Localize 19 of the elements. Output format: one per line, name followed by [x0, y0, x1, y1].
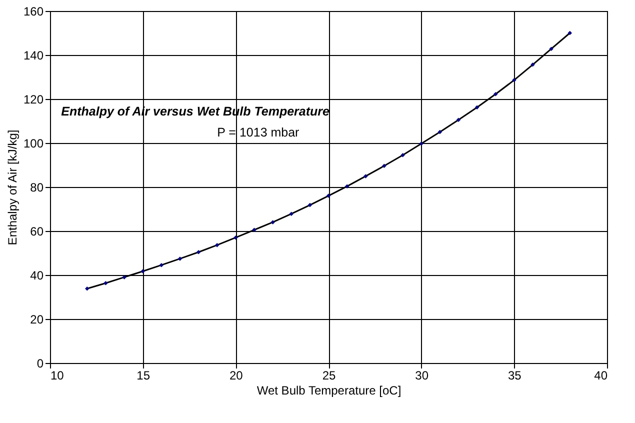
x-tick-label: 20: [229, 368, 244, 382]
x-tick-label: 40: [594, 368, 608, 382]
y-tick-label: 140: [23, 48, 44, 62]
x-tick-label: 35: [508, 368, 522, 382]
x-tick-label: 10: [50, 368, 64, 382]
y-tick-label: 60: [30, 224, 44, 238]
x-tick-label: 30: [415, 368, 429, 382]
y-tick-label: 40: [30, 268, 44, 282]
y-tick-label: 80: [30, 180, 44, 194]
y-tick-label: 20: [30, 312, 44, 326]
y-tick-label: 160: [23, 4, 44, 18]
x-tick-label: 25: [322, 368, 336, 382]
annotation: P = 1013 mbar: [217, 125, 300, 140]
y-tick-label: 0: [36, 356, 44, 370]
y-tick-label: 100: [23, 136, 44, 150]
x-tick-label: 15: [136, 368, 150, 382]
y-tick-label: 120: [23, 92, 44, 106]
y-axis-title: Enthalpy of Air [kJ/kg]: [5, 130, 20, 246]
x-axis-title: Wet Bulb Temperature [oC]: [256, 384, 402, 398]
